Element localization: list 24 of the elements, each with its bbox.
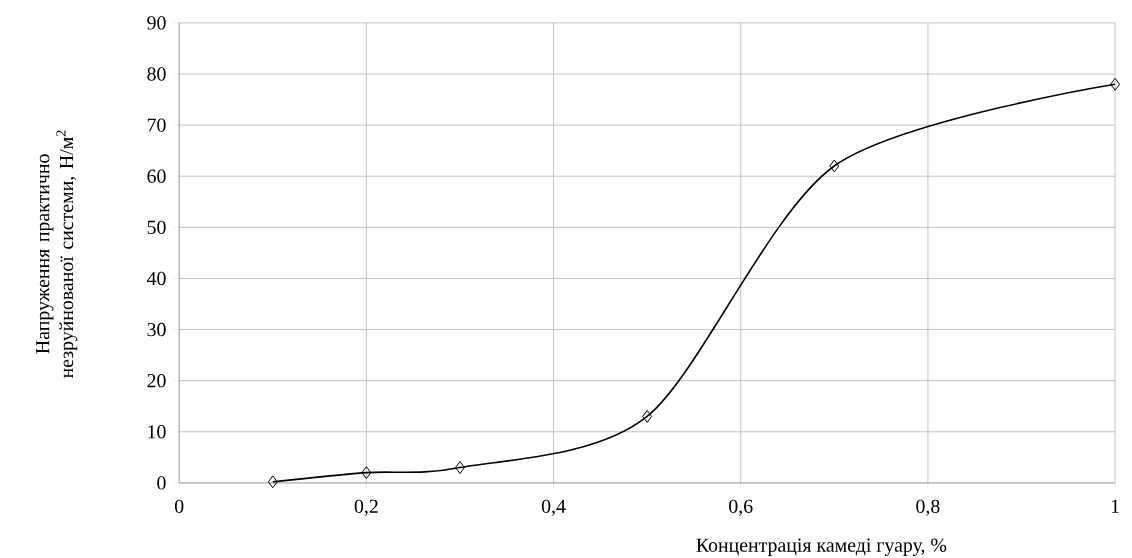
y-tick-label: 80 <box>147 67 166 81</box>
x-axis-title: Концентрація камеді гуару, % <box>696 538 947 557</box>
x-tick-label: 0,8 <box>916 499 940 517</box>
y-tick-label: 0 <box>157 476 166 490</box>
point <box>455 461 465 475</box>
y-tick-label: 10 <box>148 425 166 439</box>
x-tick-label: 1 <box>1111 499 1119 513</box>
point <box>267 475 278 489</box>
x-tick-label: 0,2 <box>354 499 378 517</box>
point <box>642 410 653 424</box>
y-tick-label: 50 <box>147 220 166 235</box>
y-tick-label: 90 <box>147 16 166 30</box>
x-tick-label: 0,6 <box>729 499 753 517</box>
y-axis-title: Напруження практично незруйнованої системи, Н/м$^{2}$ <box>36 130 78 379</box>
x-tick-label: 0 <box>175 499 184 514</box>
y-tick-label: 70 <box>147 118 166 133</box>
point <box>361 466 372 480</box>
y-tick-label: 40 <box>146 271 166 286</box>
y-tick-label: 60 <box>147 169 166 184</box>
y-tick-label: 30 <box>147 323 166 337</box>
point <box>1110 78 1121 91</box>
point <box>829 159 840 173</box>
x-tick-label: 0,4 <box>541 499 566 517</box>
y-tick-label: 20 <box>147 374 166 388</box>
